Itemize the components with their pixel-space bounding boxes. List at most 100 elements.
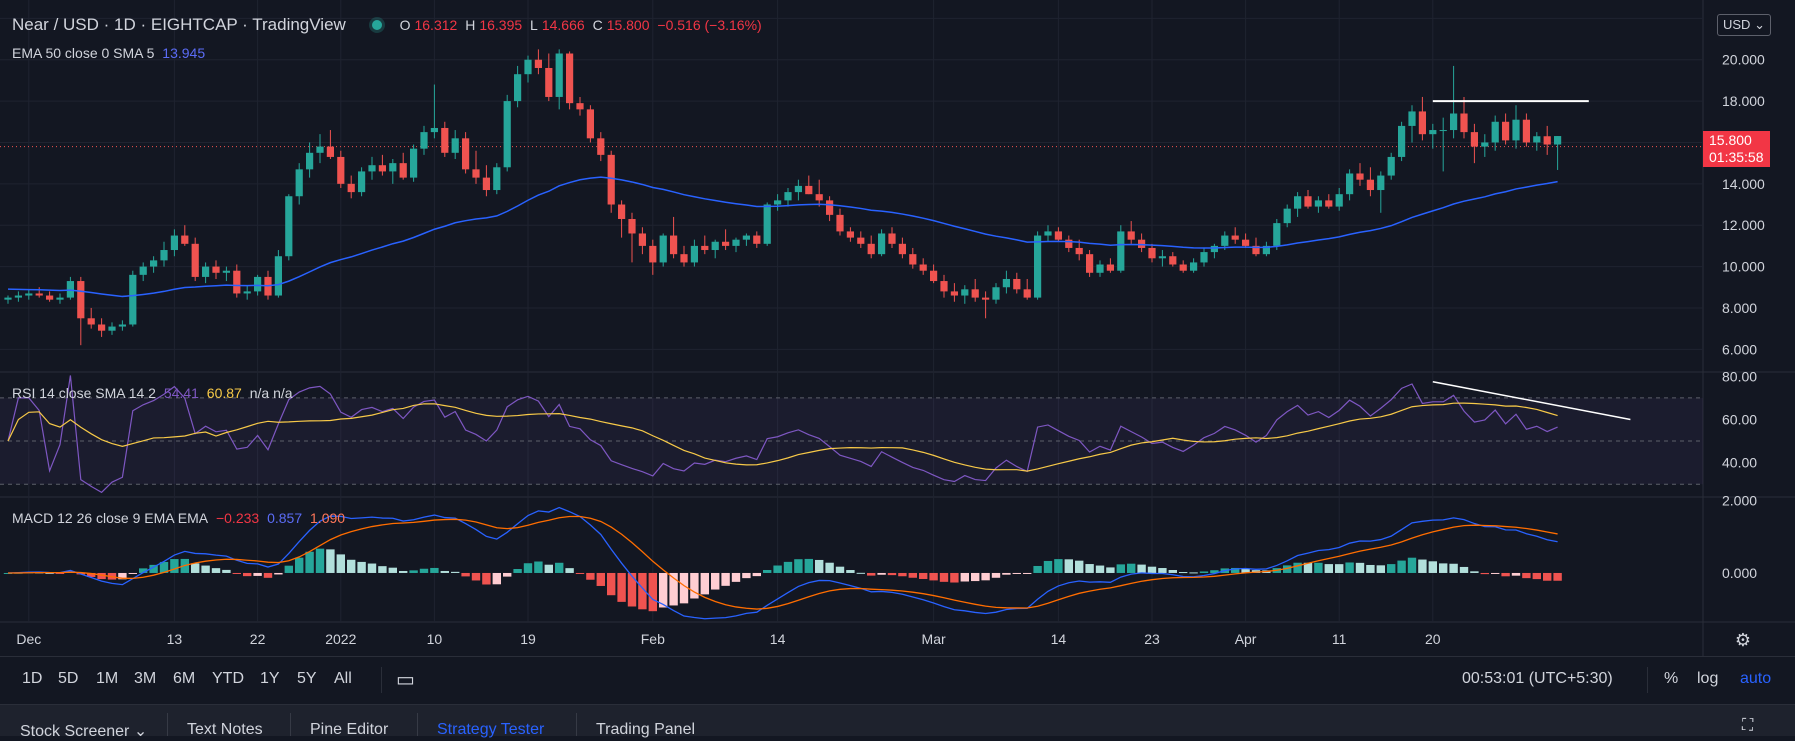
macd-signal-value: 1.090 xyxy=(310,510,346,526)
log-scale-toggle[interactable]: log xyxy=(1697,670,1719,687)
candle-body xyxy=(815,194,823,201)
maximize-icon[interactable]: ⛶ xyxy=(1742,717,1754,734)
macd-histogram-bar xyxy=(1085,564,1094,573)
macd-value: 0.857 xyxy=(267,510,303,526)
candle-body xyxy=(857,237,865,244)
candle-body xyxy=(805,185,813,195)
price-tick-label: 6.000 xyxy=(1722,341,1757,357)
tab-pine-editor[interactable]: Pine Editor xyxy=(310,721,389,738)
time-tick-label: Mar xyxy=(922,631,946,647)
candle-body xyxy=(285,196,293,257)
macd-histogram-bar xyxy=(617,572,626,602)
candle-body xyxy=(1294,196,1302,209)
candle-body xyxy=(1335,194,1343,207)
time-tick-label: Apr xyxy=(1235,631,1257,647)
symbol-title: Near / USD · 1D · EIGHTCAP · TradingView xyxy=(12,15,346,34)
macd-histogram-bar xyxy=(544,564,553,573)
candle-body xyxy=(316,146,324,153)
macd-histogram-bar xyxy=(877,572,886,575)
candle-body xyxy=(1200,252,1208,263)
macd-histogram-bar xyxy=(1179,572,1188,574)
macd-histogram-bar xyxy=(55,572,65,574)
macd-histogram-bar xyxy=(1553,572,1562,581)
rsi-legend[interactable]: RSI 14 close SMA 14 2 54.41 60.87 n/a n/… xyxy=(12,385,297,401)
candle-body xyxy=(1366,179,1374,191)
timeframe-5d-button[interactable]: 5D xyxy=(58,670,79,687)
macd-histogram-bar xyxy=(773,565,782,573)
candle-body xyxy=(950,291,958,296)
macd-hist-value: −0.233 xyxy=(215,510,260,526)
macd-histogram-bar xyxy=(1158,568,1167,573)
candle-body xyxy=(1013,278,1021,290)
macd-histogram-bar xyxy=(825,562,834,573)
timeframe-3m-button[interactable]: 3M xyxy=(134,670,157,687)
timeframe-ytd-button[interactable]: YTD xyxy=(212,670,244,687)
macd-histogram-bar xyxy=(222,569,231,573)
macd-histogram-bar xyxy=(565,568,574,573)
percent-scale-toggle[interactable]: % xyxy=(1664,670,1679,687)
ohlc-c-label: C xyxy=(592,17,603,33)
ohlc-low: 14.666 xyxy=(541,17,585,33)
macd-histogram-bar xyxy=(991,572,1001,578)
macd-histogram-bar xyxy=(1428,561,1437,573)
calendar-icon[interactable]: ▭ xyxy=(396,669,415,691)
candle-body xyxy=(524,59,532,75)
macd-histogram-bar xyxy=(97,572,106,580)
candle-body xyxy=(1002,278,1010,288)
macd-histogram-bar xyxy=(575,572,585,574)
macd-histogram-bar xyxy=(960,572,969,582)
macd-histogram-bar xyxy=(451,571,460,573)
chart-canvas[interactable]: 6.0008.00010.00012.00014.00016.00018.000… xyxy=(0,0,1795,656)
macd-histogram-bar xyxy=(367,563,377,573)
macd-legend[interactable]: MACD 12 26 close 9 EMA EMA −0.233 0.857 … xyxy=(12,510,349,526)
macd-histogram-bar xyxy=(295,557,304,573)
timeframe-1y-button[interactable]: 1Y xyxy=(260,670,280,687)
candle-body xyxy=(992,287,1000,300)
candle-body xyxy=(919,264,927,271)
candle-body xyxy=(545,67,553,97)
candle-body xyxy=(1138,239,1146,248)
timeframe-all-button[interactable]: All xyxy=(334,670,352,687)
candle-body xyxy=(763,204,771,244)
macd-histogram-bar xyxy=(1387,564,1396,573)
macd-histogram-bar xyxy=(596,572,605,586)
candle-body xyxy=(1512,119,1520,141)
macd-histogram-bar xyxy=(555,562,564,573)
macd-histogram-bar xyxy=(607,572,616,596)
candle-body xyxy=(1460,113,1468,133)
macd-histogram-bar xyxy=(1511,572,1521,576)
tab-text-notes[interactable]: Text Notes xyxy=(187,721,263,738)
currency-selector[interactable]: USD ⌄ xyxy=(1717,14,1771,36)
macd-histogram-bar xyxy=(388,567,397,573)
time-tick-label: 10 xyxy=(427,631,443,647)
candle-body xyxy=(701,245,709,251)
timeframe-6m-button[interactable]: 6M xyxy=(173,670,196,687)
candle-body xyxy=(971,289,979,298)
timeframe-1d-button[interactable]: 1D xyxy=(22,670,43,687)
candle-body xyxy=(1231,235,1239,240)
time-tick-label: 19 xyxy=(520,631,536,647)
settings-gear-icon: ⚙ xyxy=(1735,630,1751,650)
tab-trading-panel[interactable]: Trading Panel xyxy=(596,721,696,738)
candle-body xyxy=(451,138,459,153)
candle-body xyxy=(638,233,646,246)
macd-histogram-bar xyxy=(430,567,439,573)
timeframe-1m-button[interactable]: 1M xyxy=(96,670,119,687)
candle-body xyxy=(555,53,563,97)
symbol-legend[interactable]: Near / USD · 1D · EIGHTCAP · TradingView… xyxy=(12,15,766,35)
ema-legend[interactable]: EMA 50 close 0 SMA 5 13.945 xyxy=(12,45,209,61)
candle-body xyxy=(274,256,282,296)
macd-histogram-bar xyxy=(1210,570,1219,573)
candle-body xyxy=(1356,173,1364,180)
macd-histogram-bar xyxy=(1355,562,1365,573)
timeframe-5y-button[interactable]: 5Y xyxy=(297,670,317,687)
candle-body xyxy=(586,109,594,139)
candle-body xyxy=(77,281,85,319)
auto-scale-toggle[interactable]: auto xyxy=(1740,670,1772,687)
clock-display[interactable]: 00:53:01 (UTC+5:30) xyxy=(1462,670,1613,687)
macd-histogram-bar xyxy=(513,569,522,573)
tab-strategy-tester[interactable]: Strategy Tester xyxy=(437,721,545,738)
tab-stock-screener[interactable]: Stock Screener ⌄ xyxy=(20,723,148,740)
candle-body xyxy=(1086,254,1094,273)
rsi-label: RSI 14 close SMA 14 2 xyxy=(12,385,156,401)
